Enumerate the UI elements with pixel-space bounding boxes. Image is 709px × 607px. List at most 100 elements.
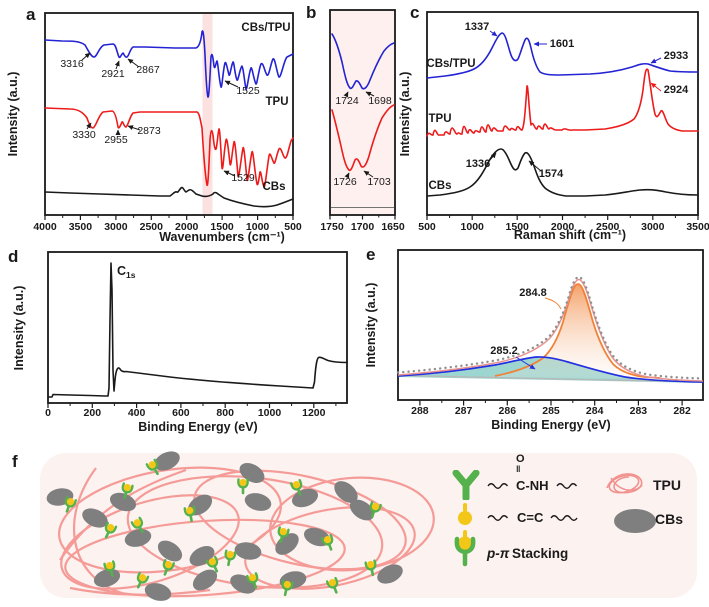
curve-cbstpu-zoom (331, 33, 395, 90)
panel-e-xlabel: Binding Energy (eV) (491, 418, 610, 432)
peak-284-8-pointer (544, 297, 562, 310)
panel-e-xps-c1s: e 288 287 286 285 284 283 282 Intensity … (364, 245, 705, 432)
panel-c-series-labels: CBs/TPU TPU CBs (426, 58, 475, 192)
svg-text:288: 288 (411, 405, 429, 417)
svg-text:800: 800 (216, 407, 234, 419)
panel-b-tick-labels: 1750 1700 1650 (320, 221, 405, 233)
svg-text:2000: 2000 (551, 221, 575, 233)
panel-e-tick-labels: 288 287 286 285 284 283 282 (411, 405, 691, 417)
svg-text:287: 287 (455, 405, 473, 417)
svg-text:TPU: TPU (266, 96, 289, 108)
svg-text:1337: 1337 (465, 21, 489, 33)
peak-285-2-pointer (515, 356, 536, 370)
svg-text:CBs: CBs (428, 180, 451, 192)
svg-text:2921: 2921 (101, 68, 125, 80)
svg-text:CBs: CBs (262, 181, 285, 193)
fit-284-8-curve (494, 283, 661, 379)
svg-text:0: 0 (45, 407, 51, 419)
svg-text:3000: 3000 (641, 221, 665, 233)
curve-xps-survey (47, 262, 348, 398)
panel-d-letter: d (8, 247, 18, 266)
svg-text:1698: 1698 (368, 95, 392, 107)
svg-text:286: 286 (499, 405, 517, 417)
tpu-legend-label: TPU (653, 477, 681, 493)
vinyl-group-label: C=C (517, 510, 544, 525)
svg-text:1336: 1336 (466, 158, 490, 170)
panel-c-raman: c 500 1000 1500 2000 2500 3000 3500 Inte… (398, 3, 709, 242)
svg-text:1726: 1726 (333, 176, 357, 188)
fit-284-8-fill (495, 284, 660, 379)
svg-text:1000: 1000 (258, 407, 282, 419)
panel-a-ylabel: Intensity (a.u.) (6, 72, 20, 157)
svg-text:283: 283 (630, 405, 648, 417)
svg-text:1650: 1650 (381, 221, 405, 233)
panel-c-major-ticks (426, 215, 699, 220)
panel-b-ftir-zoom: b 1750 1700 1650 1724 1698 1726 1703 (306, 3, 405, 233)
svg-text:3500: 3500 (69, 221, 93, 233)
svg-text:1200: 1200 (302, 407, 326, 419)
panel-e-letter: e (366, 245, 375, 264)
curve-cbs-ftir (44, 186, 294, 208)
svg-text:1574: 1574 (539, 168, 564, 180)
fit-285-2-curve (397, 356, 704, 383)
panel-c-peak-annotations: 1337 1601 2933 2924 1336 1574 (465, 21, 689, 180)
panel-a-minor-ticks (62, 215, 276, 218)
panel-f-letter: f (12, 452, 18, 471)
svg-text:2500: 2500 (596, 221, 620, 233)
svg-text:1601: 1601 (550, 38, 574, 50)
panel-c-minor-ticks (449, 215, 676, 218)
svg-text:1700: 1700 (351, 221, 375, 233)
panel-e-ylabel: Intensity (a.u.) (364, 283, 378, 368)
curve-tpu-ftir (44, 107, 294, 188)
svg-text:2867: 2867 (136, 64, 160, 76)
svg-text:3316: 3316 (60, 58, 84, 70)
svg-text:2000: 2000 (175, 221, 199, 233)
svg-text:500: 500 (418, 221, 436, 233)
svg-text:1724: 1724 (335, 95, 359, 107)
svg-text:2933: 2933 (664, 50, 688, 62)
svg-text:2500: 2500 (140, 221, 164, 233)
panel-b-minor-ticks (345, 215, 380, 218)
svg-text:2873: 2873 (137, 125, 161, 137)
panel-d-minor-ticks (69, 403, 337, 406)
panel-b-peak-annotations: 1724 1698 1726 1703 (333, 91, 392, 188)
envelope-curve (397, 278, 704, 382)
panel-f-schematic: f (12, 451, 697, 601)
svg-text:1525: 1525 (236, 85, 260, 97)
panel-d-xlabel: Binding Energy (eV) (138, 420, 257, 434)
panel-a-letter: a (26, 5, 36, 24)
curve-tpu-zoom (331, 104, 395, 172)
svg-text:3500: 3500 (686, 221, 709, 233)
svg-text:400: 400 (128, 407, 146, 419)
svg-text:CBs/TPU: CBs/TPU (241, 22, 290, 34)
svg-text:3330: 3330 (72, 129, 96, 141)
svg-text:284: 284 (586, 405, 604, 417)
svg-text:1529: 1529 (231, 172, 255, 184)
svg-text:1000: 1000 (246, 221, 270, 233)
svg-text:1750: 1750 (320, 221, 344, 233)
panel-d-major-ticks (47, 403, 315, 408)
curve-cbs-raman (426, 148, 699, 197)
panel-c-tick-labels: 500 1000 1500 2000 2500 3000 3500 (418, 221, 709, 233)
carbonyl-highlight-band (202, 14, 213, 214)
svg-text:2924: 2924 (664, 84, 689, 96)
svg-text:2955: 2955 (104, 134, 128, 146)
panel-e-minor-ticks (441, 400, 661, 403)
amide-group-label: C-NH (516, 478, 549, 493)
panel-a-major-ticks (44, 215, 294, 220)
curve-tpu-raman (426, 68, 699, 137)
peak-284-8-label: 284.8 (519, 287, 547, 299)
panel-c-ylabel: Intensity (a.u.) (398, 72, 412, 157)
panel-e-major-ticks (419, 400, 683, 406)
amide-double-bond: ‖ (516, 464, 521, 474)
svg-text:500: 500 (284, 221, 302, 233)
svg-text:200: 200 (84, 407, 102, 419)
panel-d-tick-labels: 0 200 400 600 800 1000 1200 (45, 407, 326, 419)
svg-text:282: 282 (673, 405, 691, 417)
cbs-legend-label: CBs (655, 511, 684, 527)
p-pi-stacking-label: Stacking (512, 546, 569, 561)
svg-text:1500: 1500 (506, 221, 530, 233)
curve-cbstpu-raman (426, 32, 699, 79)
